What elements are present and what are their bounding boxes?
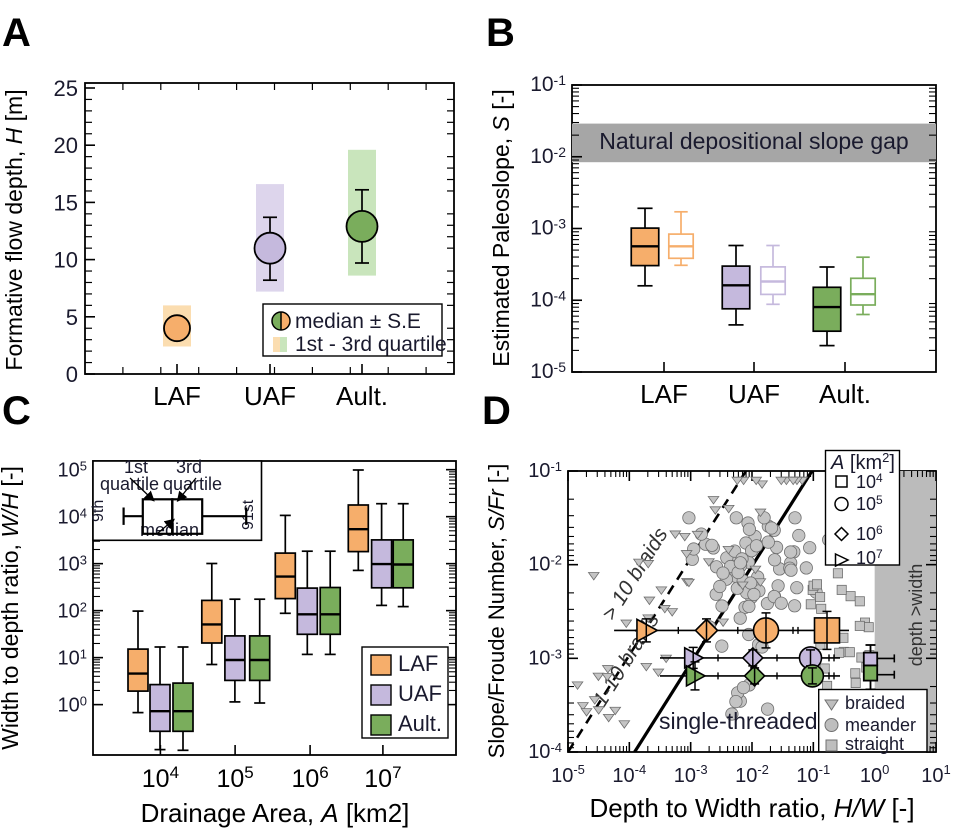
svg-text:B: B: [486, 11, 515, 55]
svg-text:LAF: LAF: [153, 381, 201, 411]
svg-text:0: 0: [66, 362, 78, 387]
svg-text:straight: straight: [845, 734, 904, 754]
svg-text:meander: meander: [845, 715, 916, 735]
svg-text:91st: 91st: [240, 499, 257, 530]
svg-text:Slope/Froude Number, S/Fr [-]: Slope/Froude Number, S/Fr [-]: [484, 464, 509, 759]
svg-text:5: 5: [66, 305, 78, 330]
svg-text:Depth to Width ratio, H/W [-]: Depth to Width ratio, H/W [-]: [589, 793, 914, 823]
svg-text:quartile: quartile: [100, 474, 159, 494]
svg-text:Drainage Area, A [km2]: Drainage Area, A [km2]: [141, 798, 410, 828]
svg-text:LAF: LAF: [640, 379, 688, 409]
svg-text:1st - 3rd quartile: 1st - 3rd quartile: [295, 333, 447, 356]
svg-text:Natural depositional slope gap: Natural depositional slope gap: [599, 128, 908, 154]
svg-text:Estimated Paleoslope, S [-]: Estimated Paleoslope, S [-]: [488, 89, 514, 366]
svg-text:single-threaded: single-threaded: [659, 708, 818, 734]
svg-text:braided: braided: [845, 693, 905, 713]
svg-text:Ault.: Ault.: [398, 711, 442, 736]
svg-text:depth >width: depth >width: [906, 564, 926, 667]
svg-text:Formative flow depth, H [m]: Formative flow depth, H [m]: [1, 89, 27, 370]
svg-text:LAF: LAF: [398, 651, 438, 676]
svg-text:25: 25: [54, 76, 78, 101]
svg-text:UAF: UAF: [244, 381, 296, 411]
svg-text:15: 15: [54, 190, 78, 215]
svg-text:UAF: UAF: [728, 379, 780, 409]
svg-text:20: 20: [54, 133, 78, 158]
svg-text:Ault.: Ault.: [819, 379, 871, 409]
svg-text:quartile: quartile: [163, 474, 222, 494]
svg-text:UAF: UAF: [398, 681, 442, 706]
svg-text:D: D: [482, 389, 511, 433]
svg-text:A: A: [2, 11, 31, 55]
svg-text:Width to depth ratio, W/H [-]: Width to depth ratio, W/H [-]: [0, 466, 23, 750]
svg-text:median ± S.E: median ± S.E: [295, 310, 421, 333]
svg-text:Ault.: Ault.: [336, 381, 388, 411]
svg-text:C: C: [2, 389, 31, 433]
svg-text:9th: 9th: [90, 500, 107, 522]
svg-text:10: 10: [54, 248, 78, 273]
